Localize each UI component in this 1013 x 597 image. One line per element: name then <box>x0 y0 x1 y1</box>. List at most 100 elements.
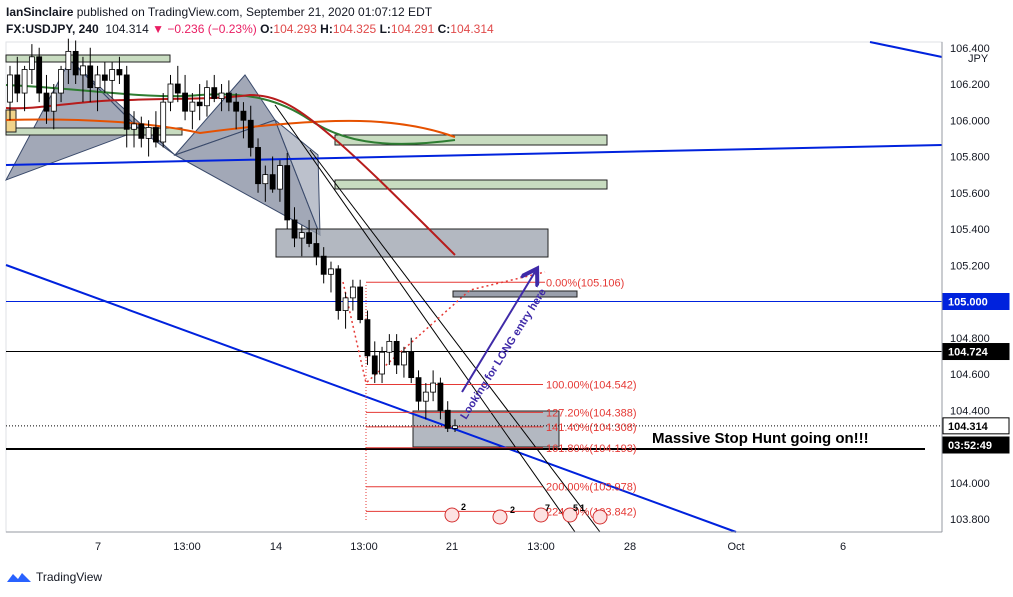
footer: TradingView <box>6 570 102 584</box>
y-tick-label: 105.800 <box>950 152 990 164</box>
candle-body <box>116 69 123 76</box>
ma-red-line <box>5 93 456 256</box>
candle-body <box>284 165 291 221</box>
candle-body <box>313 243 320 257</box>
event-count: 2 <box>461 502 466 512</box>
pattern-triangle <box>273 118 321 236</box>
channel-line <box>274 104 576 533</box>
publish-info: IanSinclaire published on TradingView.co… <box>6 5 432 19</box>
candle-body <box>437 382 444 411</box>
moving-averages <box>5 84 456 256</box>
candle-body <box>320 255 327 275</box>
candle-body <box>94 74 101 89</box>
fib-level-label: 0.00%(105.106) <box>546 277 624 289</box>
x-tick-label: 6 <box>840 541 846 553</box>
y-tick-label: 105.400 <box>950 224 990 236</box>
price-badge <box>942 436 1010 454</box>
fib-path <box>342 271 546 385</box>
candle-body <box>14 74 21 94</box>
fib-level-label: 200.00%(103.978) <box>546 482 637 494</box>
x-tick-label: 14 <box>270 541 282 553</box>
price-badge <box>942 343 1010 361</box>
candle-body <box>379 351 385 375</box>
y-tick-label: 104.800 <box>950 333 990 345</box>
candle-body <box>262 174 269 185</box>
candle-body <box>80 65 86 76</box>
candle-body <box>386 340 393 353</box>
candle-body <box>43 92 50 112</box>
candle-body <box>357 286 364 321</box>
event-count: 7 <box>545 503 550 513</box>
candle-body <box>225 92 232 103</box>
candle-body <box>335 268 342 311</box>
candle-body <box>189 101 196 112</box>
candle-body <box>50 92 57 112</box>
fib-level-label: 141.40%(104.308) <box>546 422 637 434</box>
candle-body <box>298 232 305 239</box>
author-name[interactable]: IanSinclaire <box>6 5 74 19</box>
candle-body <box>342 297 349 311</box>
price-change: ▼ −0.236 (−0.23%) <box>152 22 257 36</box>
ma-orange-line <box>5 118 456 138</box>
candle-body <box>204 87 210 107</box>
open-label: O: <box>260 22 274 36</box>
candle-body <box>182 92 188 112</box>
publish-date: published on TradingView.com, September … <box>76 5 433 19</box>
fib-level-label: 127.20%(104.388) <box>546 407 637 419</box>
x-tick-label: Oct <box>727 541 744 553</box>
candle-body <box>328 268 334 275</box>
candle-body <box>349 286 356 299</box>
candle-body <box>153 127 159 143</box>
candle-body <box>123 74 130 130</box>
candle-body <box>109 69 116 81</box>
y-tick-label: 106.400 <box>950 43 990 55</box>
fib-extension: 0.00%(105.106) 100.00%(104.542) 127.20%(10… <box>342 271 637 520</box>
y-tick-label: 104.600 <box>950 369 990 381</box>
target-zone <box>452 290 578 298</box>
candle-body <box>65 50 72 70</box>
candle-body <box>415 377 422 402</box>
candle-body <box>430 382 437 393</box>
candle-body <box>269 174 276 190</box>
price-badge-label: 105.000 <box>948 297 988 309</box>
price-badge <box>942 293 1010 310</box>
plot-area[interactable] <box>5 41 943 533</box>
resistance-zone <box>5 54 171 63</box>
stop-hunt-label: Massive Stop Hunt going on!!! <box>652 430 869 447</box>
candle-body <box>247 119 254 148</box>
candle-body <box>306 232 312 244</box>
candle-body <box>87 65 94 89</box>
symbol-label: FX:USDJPY, 240 <box>6 22 99 36</box>
candle-body <box>452 425 458 429</box>
candle-body <box>401 351 407 366</box>
symbol-info: FX:USDJPY, 240 104.314 ▼ −0.236 (−0.23%)… <box>6 22 494 36</box>
high-label: H: <box>320 22 333 36</box>
footer-brand[interactable]: TradingView <box>36 570 103 584</box>
close-value: 104.314 <box>450 22 494 36</box>
candle-body <box>145 127 152 139</box>
time-axis[interactable]: 7 13:00 14 13:00 21 13:00 28 Oct 6 <box>6 531 942 553</box>
candle-body <box>167 83 174 103</box>
y-tick-label: 105.600 <box>950 188 990 200</box>
candle-body <box>131 123 137 130</box>
currency-label: JPY <box>968 53 989 65</box>
candle-body <box>371 355 378 375</box>
price-axis[interactable]: JPY 106.400 106.200 106.000 105.800 105.600 1… <box>941 42 1013 532</box>
price-badge <box>942 417 1010 435</box>
supply-zone <box>275 228 549 258</box>
candle-body <box>218 92 225 99</box>
y-tick-label: 105.200 <box>950 260 990 272</box>
long-arrow <box>461 272 535 393</box>
price-badge-label: 03:52:49 <box>948 440 992 452</box>
x-tick-label: 28 <box>624 541 636 553</box>
tradingview-logo-icon <box>7 573 31 582</box>
candle-body <box>408 351 415 379</box>
candle-body <box>160 101 167 143</box>
candle-body <box>240 110 247 121</box>
fib-level-label: 224.00%(103.842) <box>546 506 637 518</box>
x-tick-label: 13:00 <box>527 541 555 553</box>
x-tick-label: 13:00 <box>173 541 201 553</box>
candle-body <box>174 83 181 94</box>
